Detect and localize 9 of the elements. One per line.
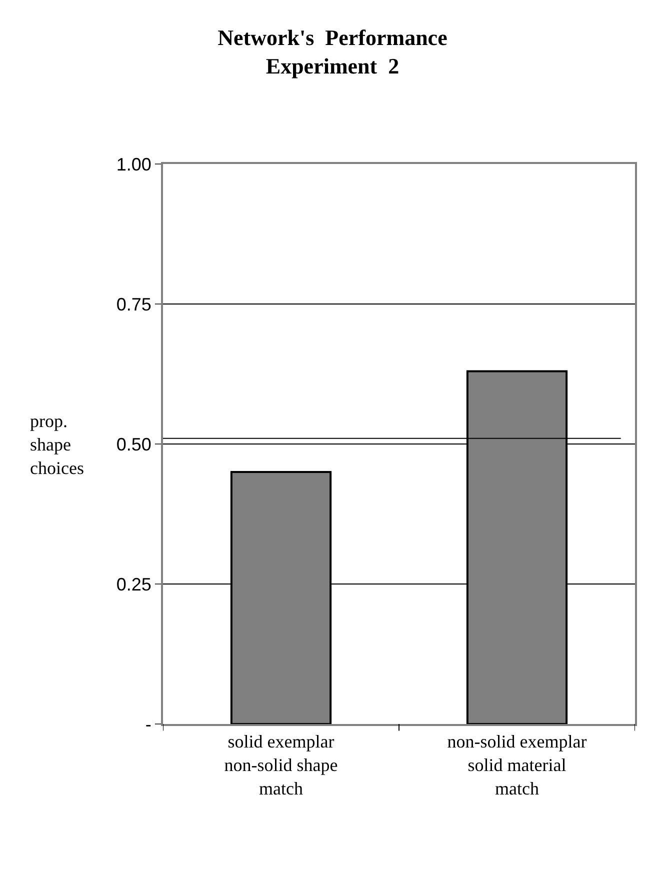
x-tick-label: solid exemplar non-solid shape match [224, 732, 338, 798]
y-tick-label: 0.25 [116, 574, 152, 594]
x-tick-label: non-solid exemplar solid material match [447, 732, 587, 798]
y-tick-label: 0.75 [116, 294, 152, 314]
y-tick-label: 1.00 [116, 154, 152, 174]
y-tick-label: - [145, 714, 152, 734]
chart-title: Network's Performance Experiment 2 [218, 25, 448, 79]
y-tick-label: 0.50 [116, 434, 152, 454]
y-axis-title: prop. shape choices [30, 411, 84, 478]
